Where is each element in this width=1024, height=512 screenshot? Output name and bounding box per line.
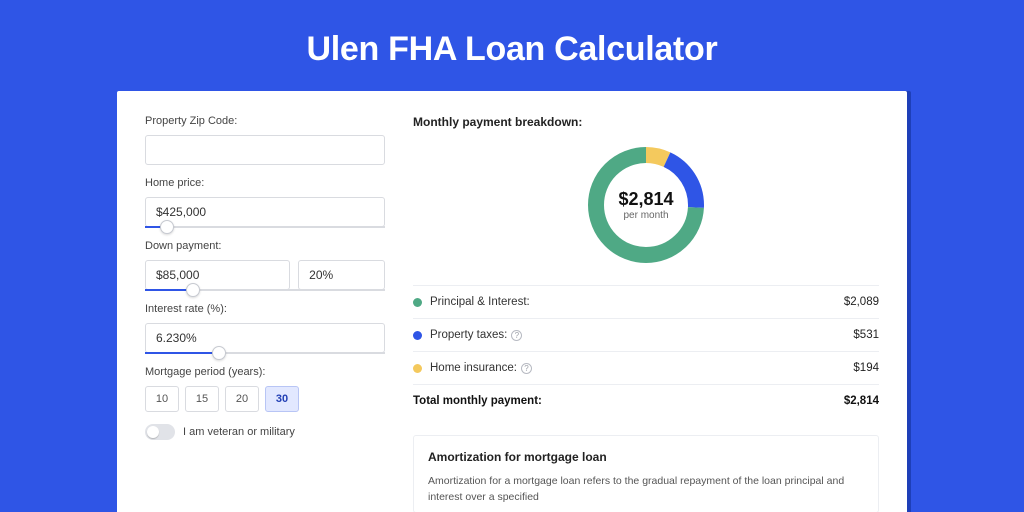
legend-value: $531 [853,329,879,341]
payment-donut-chart: $2,814 per month [584,143,708,267]
legend-label: Principal & Interest: [430,296,844,308]
down-payment-amount-input[interactable] [145,260,290,290]
home-price-field: Home price: [145,177,385,228]
mortgage-period-field: Mortgage period (years): 10152030 [145,366,385,412]
mortgage-period-option[interactable]: 10 [145,386,179,412]
interest-rate-input[interactable] [145,323,385,353]
down-payment-percent-input[interactable] [298,260,385,290]
veteran-label: I am veteran or military [183,426,295,438]
total-label: Total monthly payment: [413,395,844,407]
amortization-text: Amortization for a mortgage loan refers … [428,474,864,506]
down-payment-slider[interactable] [145,289,385,291]
inputs-panel: Property Zip Code: Home price: Down paym… [145,115,385,512]
down-payment-label: Down payment: [145,240,385,252]
donut-center-sub: per month [623,210,668,221]
mortgage-period-label: Mortgage period (years): [145,366,385,378]
legend-value: $194 [853,362,879,374]
legend-label: Property taxes:? [430,329,853,341]
interest-rate-slider[interactable] [145,352,385,354]
page-title: Ulen FHA Loan Calculator [0,0,1024,91]
donut-wrap: $2,814 per month [413,143,879,267]
down-payment-field: Down payment: [145,240,385,291]
mortgage-period-segments: 10152030 [145,386,385,412]
legend-row: Principal & Interest:$2,089 [413,286,879,319]
mortgage-period-option[interactable]: 20 [225,386,259,412]
interest-rate-label: Interest rate (%): [145,303,385,315]
amortization-card: Amortization for mortgage loan Amortizat… [413,435,879,512]
total-value: $2,814 [844,395,879,407]
calculator-card: Property Zip Code: Home price: Down paym… [117,91,907,512]
legend-value: $2,089 [844,296,879,308]
zip-label: Property Zip Code: [145,115,385,127]
total-row: Total monthly payment: $2,814 [413,385,879,417]
slider-thumb[interactable] [160,220,174,234]
breakdown-panel: Monthly payment breakdown: $2,814 per mo… [413,115,879,512]
zip-input[interactable] [145,135,385,165]
home-price-slider[interactable] [145,226,385,228]
info-icon[interactable]: ? [511,330,522,341]
legend-dot [413,298,422,307]
info-icon[interactable]: ? [521,363,532,374]
mortgage-period-option[interactable]: 30 [265,386,299,412]
slider-thumb[interactable] [212,346,226,360]
legend: Principal & Interest:$2,089Property taxe… [413,285,879,385]
home-price-input[interactable] [145,197,385,227]
zip-field: Property Zip Code: [145,115,385,165]
amortization-title: Amortization for mortgage loan [428,450,864,464]
breakdown-title: Monthly payment breakdown: [413,115,879,129]
legend-dot [413,331,422,340]
legend-dot [413,364,422,373]
home-price-label: Home price: [145,177,385,189]
slider-thumb[interactable] [186,283,200,297]
legend-label: Home insurance:? [430,362,853,374]
veteran-toggle[interactable] [145,424,175,440]
donut-center-value: $2,814 [618,189,673,210]
toggle-knob [147,426,159,438]
interest-rate-field: Interest rate (%): [145,303,385,354]
mortgage-period-option[interactable]: 15 [185,386,219,412]
legend-row: Property taxes:?$531 [413,319,879,352]
legend-row: Home insurance:?$194 [413,352,879,385]
veteran-row: I am veteran or military [145,424,385,440]
